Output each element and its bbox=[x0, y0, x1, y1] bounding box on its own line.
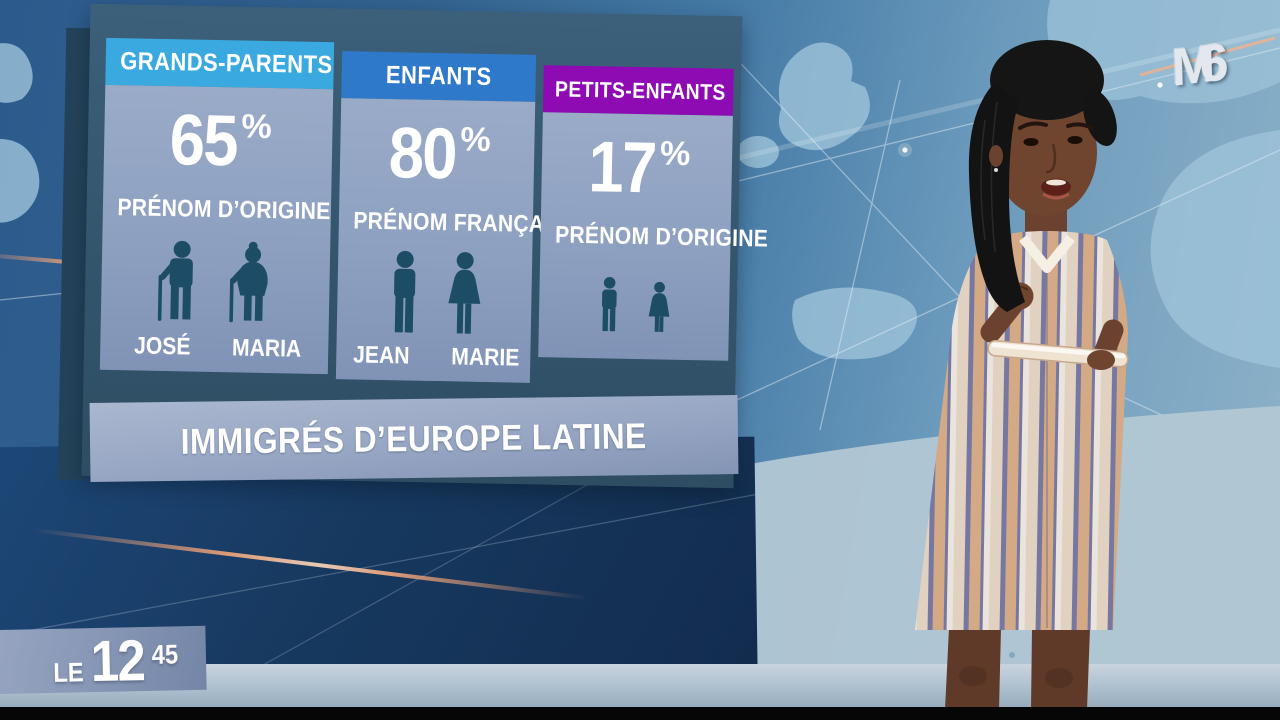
le1245-hour: 12 bbox=[90, 628, 146, 695]
man-icon bbox=[394, 250, 416, 333]
presenter bbox=[915, 40, 1129, 710]
column-header: GRANDS-PARENTS bbox=[105, 37, 335, 90]
map-landmasses bbox=[0, 0, 1280, 368]
column-header-label: GRANDS-PARENTS bbox=[119, 47, 333, 80]
woman-icon bbox=[448, 252, 481, 334]
boy-icon bbox=[601, 276, 617, 332]
pictogram-row bbox=[101, 234, 331, 332]
column-header-label: ENFANTS bbox=[385, 61, 492, 92]
elderly-woman-icon bbox=[229, 241, 268, 323]
column-body: 17% PRÉNOM D’ORIGINE bbox=[538, 112, 769, 361]
presenter-dress bbox=[915, 231, 1128, 630]
name-left: JOSÉ bbox=[133, 332, 191, 361]
percent-sign: % bbox=[659, 134, 691, 174]
stat-value-row: 17% bbox=[541, 116, 733, 225]
presenter-left-hand bbox=[1087, 350, 1115, 370]
le1245-minute: 45 bbox=[151, 639, 179, 670]
percent-sign: % bbox=[241, 107, 273, 147]
name-left: JEAN bbox=[352, 341, 410, 370]
pictogram-row bbox=[337, 247, 533, 341]
presenter-face bbox=[993, 88, 1097, 216]
example-names: JOSÉ MARIA bbox=[100, 332, 328, 364]
m6-logo-text: M6 bbox=[1171, 34, 1214, 98]
presenter-legs bbox=[945, 628, 1090, 710]
title-banner: IMMIGRÉS D’EUROPE LATINE bbox=[89, 395, 739, 482]
m6-channel-logo: M6 bbox=[1171, 29, 1253, 111]
column-header: PETITS-ENFANTS bbox=[542, 65, 734, 116]
letterbox-bar bbox=[0, 707, 1280, 720]
column-grands-parents: GRANDS-PARENTS 65% PRÉNOM D’ORIGINE bbox=[99, 37, 335, 375]
le1245-show-logo: LE 12 45 bbox=[0, 625, 207, 695]
example-names: JEAN MARIE bbox=[336, 341, 531, 373]
name-right: MARIA bbox=[231, 334, 302, 363]
column-body: 80% PRÉNOM FRANÇAIS bbox=[335, 98, 566, 383]
girl-icon bbox=[648, 281, 670, 332]
presenter-hair bbox=[968, 40, 1117, 312]
column-body: 65% PRÉNOM D’ORIGINE bbox=[99, 84, 334, 375]
stat-value-row: 80% bbox=[339, 102, 535, 211]
stat-label: PRÉNOM D’ORIGINE bbox=[117, 194, 331, 226]
name-right: MARIE bbox=[451, 343, 520, 372]
column-header: ENFANTS bbox=[341, 51, 537, 102]
column-enfants: ENFANTS 80% PRÉNOM FRANÇAIS bbox=[335, 51, 566, 383]
column-header-label: PETITS-ENFANTS bbox=[554, 76, 726, 105]
stat-value: 17 bbox=[587, 127, 656, 209]
stat-label: PRÉNOM D’ORIGINE bbox=[554, 221, 769, 253]
elderly-man-icon bbox=[157, 240, 193, 321]
dress-collar bbox=[1019, 234, 1075, 273]
pictogram-row bbox=[539, 271, 730, 337]
column-petits-enfants: PETITS-ENFANTS 17% PRÉNOM D’ORIGINE bbox=[538, 65, 769, 361]
stat-value-row: 65% bbox=[103, 89, 333, 198]
stat-label: PRÉNOM FRANÇAIS bbox=[353, 207, 566, 239]
percent-sign: % bbox=[460, 120, 492, 160]
orange-beam-tip bbox=[1139, 36, 1276, 77]
stat-value: 80 bbox=[387, 113, 457, 195]
le1245-prefix: LE bbox=[52, 657, 84, 688]
infographic-title: IMMIGRÉS D’EUROPE LATINE bbox=[180, 414, 648, 462]
presenter-face-features bbox=[989, 121, 1094, 200]
stat-value: 65 bbox=[168, 100, 238, 182]
